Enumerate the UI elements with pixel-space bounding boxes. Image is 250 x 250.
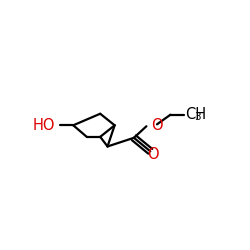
Text: CH: CH: [185, 107, 206, 122]
Text: HO: HO: [32, 118, 55, 132]
Text: O: O: [151, 118, 162, 133]
Text: 3: 3: [194, 112, 200, 122]
Text: O: O: [147, 147, 159, 162]
